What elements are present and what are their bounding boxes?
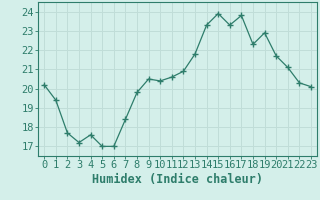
X-axis label: Humidex (Indice chaleur): Humidex (Indice chaleur) (92, 173, 263, 186)
